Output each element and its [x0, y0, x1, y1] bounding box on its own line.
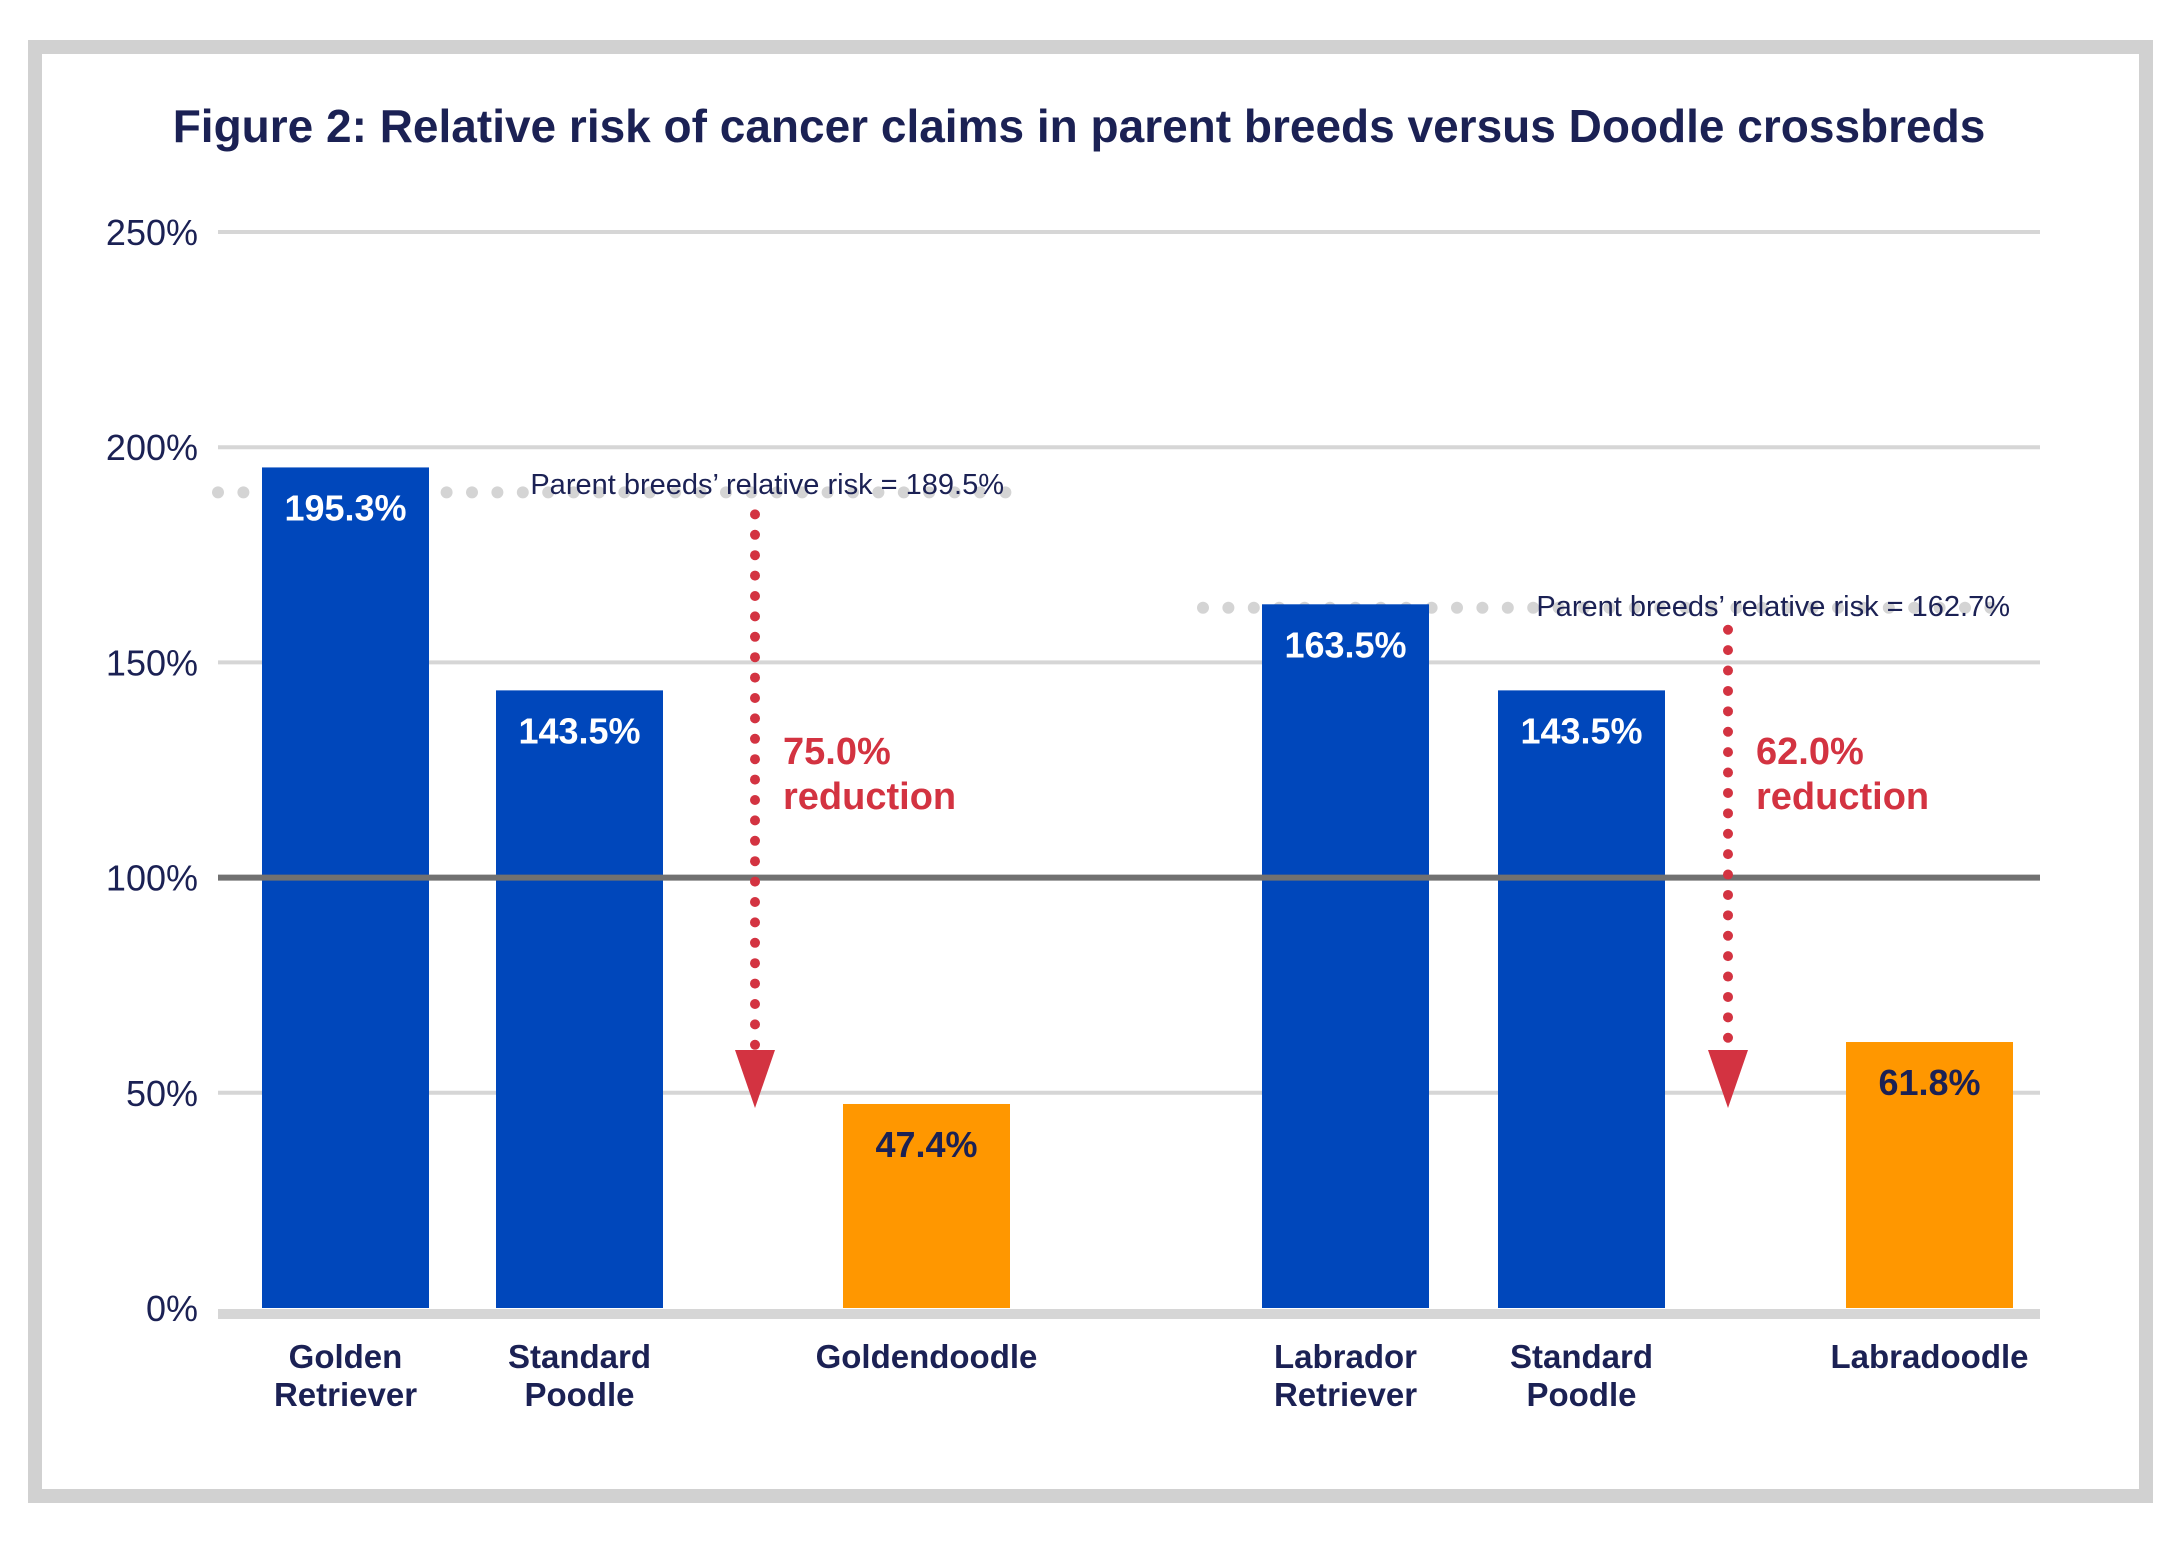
category-label: Labrador Retriever — [1274, 1338, 1417, 1413]
bar — [843, 1103, 1010, 1308]
parent-risk-label: Parent breeds’ relative risk = 189.5% — [530, 469, 1004, 501]
bar — [1846, 1042, 2013, 1308]
bar — [262, 467, 429, 1308]
bar-value-label: 47.4% — [875, 1124, 977, 1165]
reduction-label: 75.0% reduction — [783, 731, 956, 818]
parent-risk-label: Parent breeds’ relative risk = 162.7% — [1536, 591, 2010, 623]
y-tick-label: 100% — [106, 858, 198, 899]
category-label: Goldendoodle — [816, 1338, 1038, 1375]
bar-value-label: 143.5% — [1520, 710, 1642, 751]
y-tick-label: 250% — [106, 212, 198, 253]
bar-value-label: 61.8% — [1878, 1062, 1980, 1103]
y-axis-ticks: 0% 50% 100% 150% 200% 250% — [106, 212, 198, 1329]
category-label: Labradoodle — [1830, 1338, 2028, 1375]
chart-title: Figure 2: Relative risk of cancer claims… — [173, 100, 1986, 152]
baseline-group — [218, 874, 2040, 1319]
reduction-arrow-head — [1708, 1050, 1748, 1108]
bar — [1498, 690, 1665, 1308]
category-labels: Golden Retriever Standard Poodle Goldendoodl… — [274, 1338, 2029, 1413]
category-label: Standard Poodle — [508, 1338, 651, 1413]
bar — [496, 690, 663, 1308]
y-tick-label: 200% — [106, 427, 198, 468]
bar-value-label: 143.5% — [518, 710, 640, 751]
y-tick-label: 0% — [146, 1288, 198, 1329]
category-label: Standard Poodle — [1510, 1338, 1653, 1413]
reduction-arrow-head — [735, 1050, 775, 1108]
reduction-label: 62.0% reduction — [1756, 731, 1929, 818]
y-tick-label: 150% — [106, 642, 198, 683]
category-label: Golden Retriever — [274, 1338, 417, 1413]
gridlines — [218, 230, 2040, 1095]
annotations: Parent breeds’ relative risk = 189.5% 75.… — [530, 469, 2010, 1108]
bar-value-labels: 195.3% 143.5% 47.4% 163.5% 143.5% 61.8% — [284, 487, 1980, 1165]
bar — [1262, 604, 1429, 1308]
y-tick-label: 50% — [126, 1073, 198, 1114]
bar-value-label: 195.3% — [284, 487, 406, 528]
parent-risk-lines — [212, 486, 2019, 614]
bar-value-label: 163.5% — [1284, 624, 1406, 665]
bars — [262, 467, 2013, 1308]
